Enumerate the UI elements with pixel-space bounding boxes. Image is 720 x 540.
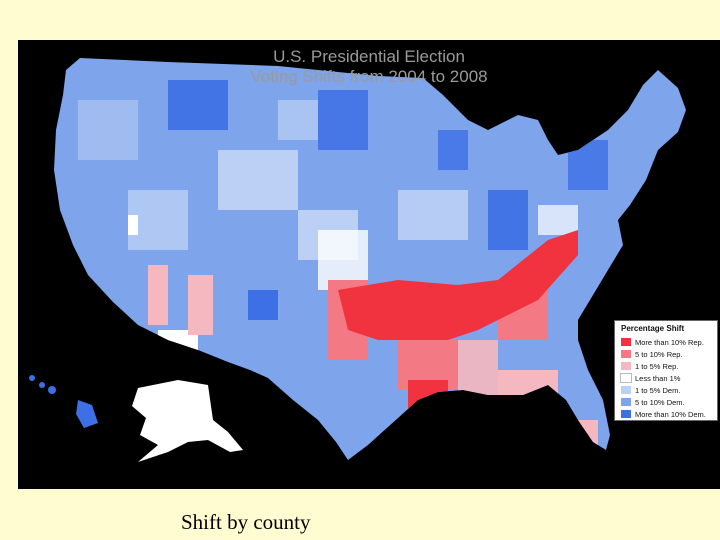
- legend-label: 5 to 10% Dem.: [635, 397, 685, 407]
- legend-title: Percentage Shift: [621, 324, 685, 333]
- alaska-shape: [132, 380, 243, 462]
- hawaii-islands: [29, 375, 98, 428]
- legend-label: More than 10% Dem.: [635, 409, 706, 419]
- election-shift-map: U.S. Presidential Election Voting Shifts…: [18, 40, 720, 489]
- county-shift-regions: [78, 80, 608, 445]
- us-county-map: [29, 58, 686, 462]
- legend-label: 5 to 10% Rep.: [635, 349, 683, 359]
- legend-swatch: [621, 386, 631, 394]
- legend-item: More than 10% Dem.: [621, 409, 706, 419]
- map-title-line-1: U.S. Presidential Election: [273, 47, 465, 66]
- map-legend: Percentage Shift More than 10% Rep. 5 to…: [614, 320, 718, 421]
- contiguous-us-shape: [54, 58, 686, 460]
- legend-label: Less than 1%: [635, 373, 681, 383]
- map-title-line-2: Voting Shifts from 2004 to 2008: [250, 67, 488, 86]
- legend-item: 5 to 10% Dem.: [621, 397, 685, 407]
- legend-item: 1 to 5% Rep.: [621, 361, 678, 371]
- legend-swatch: [621, 362, 631, 370]
- legend-item: More than 10% Rep.: [621, 337, 704, 347]
- legend-swatch: [621, 350, 631, 358]
- legend-item: 5 to 10% Rep.: [621, 349, 683, 359]
- legend-label: 1 to 5% Dem.: [635, 385, 681, 395]
- legend-item: Less than 1%: [620, 373, 681, 383]
- slide-caption: Shift by county: [181, 510, 311, 534]
- legend-swatch: [621, 338, 631, 346]
- legend-label: 1 to 5% Rep.: [635, 361, 679, 371]
- legend-swatch: [620, 373, 632, 383]
- legend-swatch: [621, 398, 631, 406]
- legend-label: More than 10% Rep.: [635, 337, 704, 347]
- legend-item: 1 to 5% Dem.: [621, 385, 680, 395]
- legend-swatch: [621, 410, 631, 418]
